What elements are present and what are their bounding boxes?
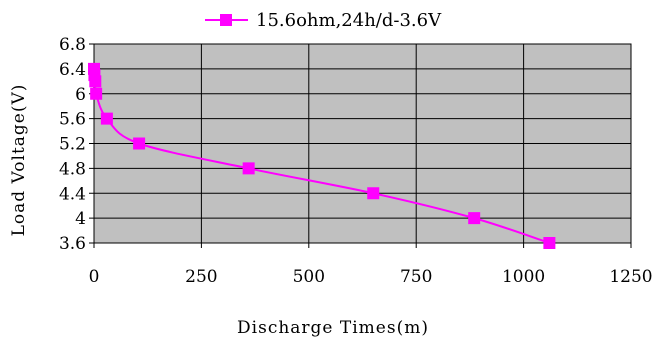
x-tick-label: 1250 — [609, 267, 652, 287]
x-axis-title: Discharge Times(m) — [237, 318, 429, 338]
x-tick-label: 750 — [400, 267, 432, 287]
y-tick-label: 6 — [75, 85, 86, 105]
data-point-marker — [89, 75, 102, 88]
legend-label: 15.6ohm,24h/d-3.6V — [256, 10, 442, 31]
data-point-marker — [133, 137, 146, 150]
data-point-marker — [367, 187, 380, 200]
y-axis-title: Load Voltage(V) — [9, 84, 29, 237]
y-tick-label: 6.4 — [59, 60, 86, 80]
y-axis-ticks: 3.6 4 4.4 4.8 5.2 5.6 6 6.4 6.8 — [59, 35, 94, 254]
y-tick-label: 3.6 — [59, 234, 86, 254]
data-point-marker — [100, 112, 113, 125]
data-point-marker — [543, 237, 556, 249]
legend: 15.6ohm,24h/d-3.6V — [205, 10, 442, 31]
x-tick-label: 0 — [89, 267, 100, 287]
y-tick-label: 4.8 — [59, 159, 86, 179]
y-tick-label: 6.8 — [59, 35, 86, 55]
series-layer — [88, 62, 556, 249]
data-point-marker — [242, 162, 255, 175]
x-tick-label: 500 — [293, 267, 325, 287]
y-tick-label: 4.4 — [59, 184, 86, 204]
x-axis-ticks: 0 250 500 750 1000 1250 — [89, 243, 653, 287]
x-tick-label: 1000 — [502, 267, 545, 287]
y-tick-label: 5.6 — [59, 110, 86, 130]
x-tick-label: 250 — [185, 267, 217, 287]
data-point-marker — [468, 212, 481, 225]
legend-marker — [220, 14, 232, 26]
y-tick-label: 4 — [75, 209, 86, 229]
data-point-marker — [90, 87, 103, 100]
y-tick-label: 5.2 — [59, 135, 86, 155]
